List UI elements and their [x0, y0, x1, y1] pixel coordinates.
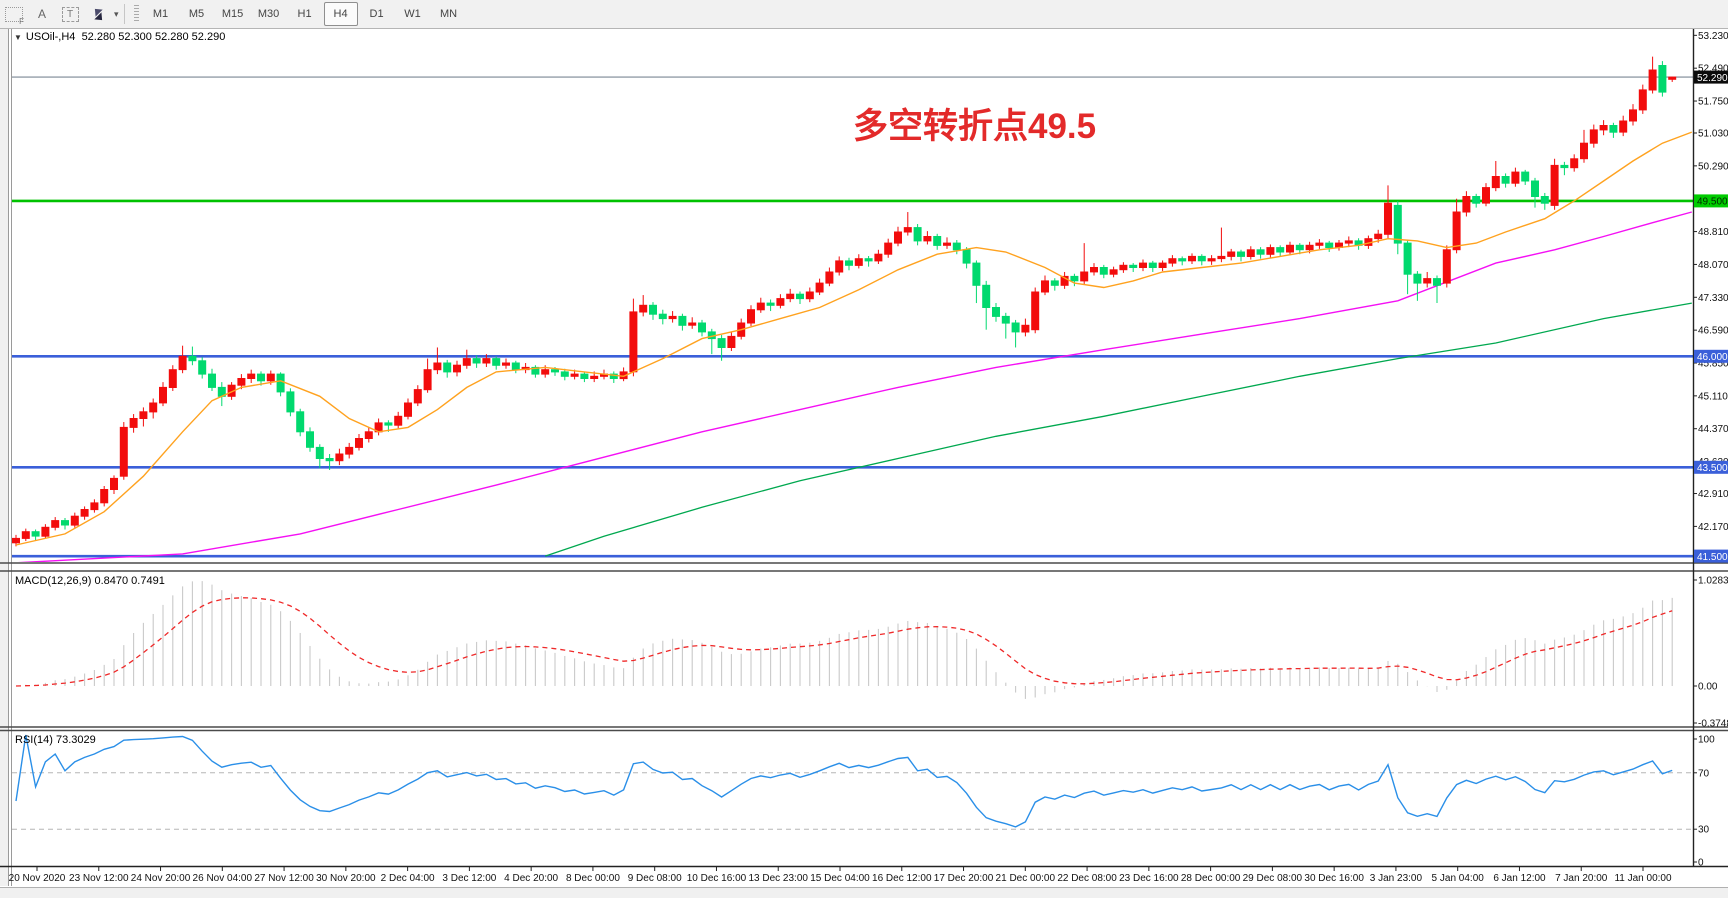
svg-text:30 Nov 20:00: 30 Nov 20:00 [316, 873, 376, 884]
svg-text:43.500: 43.500 [1697, 463, 1728, 474]
timeframe-button-M1[interactable]: M1 [152, 8, 169, 20]
svg-text:23 Nov 12:00: 23 Nov 12:00 [69, 873, 129, 884]
toolbar-divider [123, 4, 125, 24]
svg-text:21 Dec 00:00: 21 Dec 00:00 [996, 873, 1056, 884]
svg-text:46.000: 46.000 [1697, 352, 1728, 363]
svg-text:15 Dec 04:00: 15 Dec 04:00 [810, 873, 870, 884]
text-box-icon[interactable]: T [59, 4, 81, 24]
timeframe-button-M30[interactable]: M30 [257, 8, 280, 20]
svg-text:10 Dec 16:00: 10 Dec 16:00 [687, 873, 747, 884]
svg-text:0: 0 [1698, 858, 1704, 869]
svg-text:1.0283: 1.0283 [1698, 576, 1728, 587]
svg-text:52.290: 52.290 [1697, 73, 1728, 84]
price-axis[interactable]: 53.23052.49051.75051.03050.29049.55048.8… [1692, 28, 1728, 869]
svg-text:48.070: 48.070 [1698, 260, 1728, 271]
svg-text:3 Jan 23:00: 3 Jan 23:00 [1370, 873, 1423, 884]
svg-text:6 Jan 12:00: 6 Jan 12:00 [1493, 873, 1546, 884]
svg-text:46.590: 46.590 [1698, 326, 1728, 337]
time-axis[interactable]: 20 Nov 2020 23 Nov 12:00 24 Nov 20:00 26 No… [0, 865, 1728, 885]
svg-text:3 Dec 12:00: 3 Dec 12:00 [442, 873, 496, 884]
svg-text:2 Dec 04:00: 2 Dec 04:00 [381, 873, 435, 884]
timeframe-button-D1[interactable]: D1 [369, 8, 384, 20]
symbol-title: USOil-,H4 [25, 31, 76, 43]
svg-text:29 Dec 08:00: 29 Dec 08:00 [1243, 873, 1303, 884]
svg-text:16 Dec 12:00: 16 Dec 12:00 [872, 873, 932, 884]
svg-text:42.170: 42.170 [1698, 522, 1728, 533]
rsi-panel[interactable] [12, 734, 1693, 830]
macd-panel[interactable] [15, 581, 1673, 699]
svg-text:41.500: 41.500 [1697, 552, 1728, 563]
svg-text:27 Nov 12:00: 27 Nov 12:00 [254, 873, 314, 884]
toolbar-drag-handle[interactable] [133, 5, 139, 23]
timeframe-button-H1[interactable]: H1 [297, 8, 312, 20]
dotted-grid-f-icon[interactable] [3, 4, 25, 26]
timeframe-button-MN[interactable]: MN [439, 8, 458, 20]
macd-indicator-label: MACD(12,26,9) 0.8470 0.7491 [15, 575, 165, 587]
svg-text:70: 70 [1698, 768, 1710, 779]
letter-a-icon[interactable]: A [37, 7, 46, 21]
svg-text:11 Jan 00:00: 11 Jan 00:00 [1614, 873, 1672, 884]
svg-text:44.370: 44.370 [1698, 424, 1728, 435]
svg-text:49.500: 49.500 [1697, 197, 1728, 208]
timeframe-button-M15[interactable]: M15 [221, 8, 244, 20]
svg-text:24 Nov 20:00: 24 Nov 20:00 [131, 873, 191, 884]
svg-text:28 Dec 00:00: 28 Dec 00:00 [1181, 873, 1241, 884]
svg-text:42.910: 42.910 [1698, 489, 1728, 500]
rsi-indicator-label: RSI(14) 73.3029 [15, 734, 96, 746]
svg-text:53.230: 53.230 [1698, 31, 1728, 42]
main-price-panel[interactable] [12, 56, 1693, 563]
svg-text:9 Dec 08:00: 9 Dec 08:00 [628, 873, 682, 884]
timeframe-button-W1[interactable]: W1 [404, 8, 421, 20]
svg-text:17 Dec 20:00: 17 Dec 20:00 [934, 873, 994, 884]
svg-text:22 Dec 08:00: 22 Dec 08:00 [1057, 873, 1117, 884]
svg-text:51.030: 51.030 [1698, 129, 1728, 140]
svg-text:26 Nov 04:00: 26 Nov 04:00 [193, 873, 253, 884]
toolbar: A T ▾ M1 M5 M15 M30 H1 H4 D1 W1 MN [0, 0, 1728, 29]
svg-text:48.810: 48.810 [1698, 227, 1728, 238]
header-ohlc: 52.280 52.300 52.280 52.290 [81, 31, 226, 43]
timeframe-buttons: M1 M5 M15 M30 H1 H4 D1 W1 MN [143, 2, 467, 26]
svg-text:13 Dec 23:00: 13 Dec 23:00 [748, 873, 808, 884]
svg-text:-0.3748: -0.3748 [1698, 719, 1728, 730]
svg-text:20 Nov 2020: 20 Nov 2020 [9, 873, 66, 884]
svg-text:47.330: 47.330 [1698, 293, 1728, 304]
svg-text:7 Jan 20:00: 7 Jan 20:00 [1555, 873, 1608, 884]
svg-text:4 Dec 20:00: 4 Dec 20:00 [504, 873, 558, 884]
svg-text:51.750: 51.750 [1698, 97, 1728, 108]
timeframe-button-H4[interactable]: H4 [323, 2, 358, 26]
svg-text:30: 30 [1698, 825, 1710, 836]
svg-text:45.110: 45.110 [1698, 391, 1728, 402]
svg-text:100: 100 [1698, 735, 1715, 746]
svg-text:45.850: 45.850 [1698, 359, 1728, 370]
svg-text:52.490: 52.490 [1698, 64, 1728, 75]
svg-text:30 Dec 16:00: 30 Dec 16:00 [1304, 873, 1364, 884]
color-arrows-icon[interactable] [87, 4, 109, 24]
svg-text:0.00: 0.00 [1698, 682, 1718, 693]
chart-header: ▼ USOil-,H4 52.280 52.300 52.280 52.290 [14, 31, 225, 43]
symbol-dropdown-icon[interactable]: ▼ [14, 33, 22, 42]
svg-text:8 Dec 00:00: 8 Dec 00:00 [566, 873, 620, 884]
annotation-text: 多空转折点49.5 [853, 107, 1097, 146]
svg-text:5 Jan 04:00: 5 Jan 04:00 [1432, 873, 1485, 884]
dropdown-caret-icon[interactable]: ▾ [114, 8, 119, 19]
timeframe-button-M5[interactable]: M5 [188, 8, 205, 20]
svg-text:23 Dec 16:00: 23 Dec 16:00 [1119, 873, 1179, 884]
svg-text:50.290: 50.290 [1698, 161, 1728, 172]
